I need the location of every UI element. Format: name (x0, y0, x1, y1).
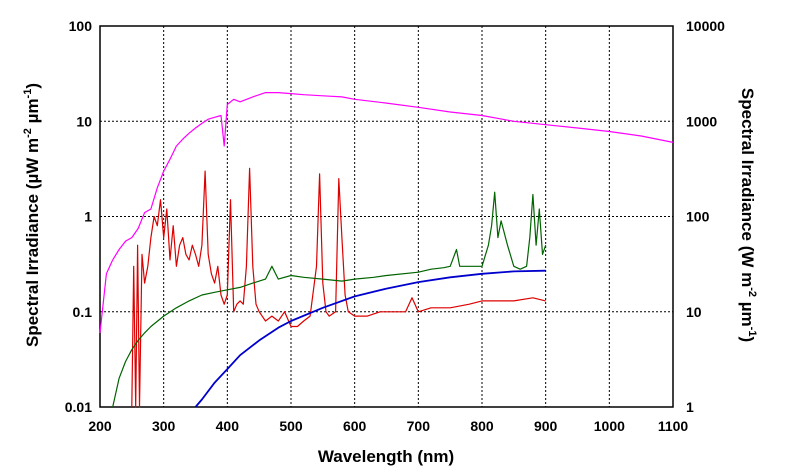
x-tick-label: 700 (407, 418, 431, 434)
series-line-4 (194, 269, 546, 408)
left-y-tick-labels: 0.01 0.1 1 10 100 (65, 18, 92, 415)
series-line-3 (112, 191, 547, 408)
left-y-tick-label: 100 (69, 18, 93, 34)
right-y-tick-label: 1 (686, 399, 694, 415)
x-tick-label: 1000 (594, 418, 625, 434)
left-y-tick-label: 0.01 (65, 399, 92, 415)
x-tick-label: 600 (343, 418, 367, 434)
series-line-1 (99, 92, 674, 333)
x-tick-label: 300 (152, 418, 176, 434)
right-y-axis-label: Spectral Irradiance (W m-2 µm-1) (738, 88, 758, 342)
x-tick-label: 1100 (658, 418, 689, 434)
left-y-axis-label: Spectral Irradiance (µW m-2 µm-1) (22, 83, 42, 347)
left-y-tick-label: 0.1 (73, 304, 93, 320)
x-tick-label: 500 (279, 418, 303, 434)
x-tick-labels: 200 300 400 500 600 700 800 900 1000 1100 (88, 418, 688, 434)
series-group (99, 92, 674, 408)
x-tick-label: 800 (470, 418, 494, 434)
x-axis-label: Wavelength (nm) (318, 447, 454, 466)
x-tick-label: 900 (534, 418, 558, 434)
series-line-2 (131, 167, 546, 408)
right-y-tick-label: 10000 (686, 18, 725, 34)
plot-frame (99, 25, 674, 408)
right-y-tick-label: 1000 (686, 113, 717, 129)
x-tick-label: 200 (88, 418, 112, 434)
right-y-tick-label: 100 (686, 209, 710, 225)
right-y-tick-labels: 1 10 100 1000 10000 (686, 18, 725, 415)
left-y-tick-label: 10 (76, 113, 92, 129)
left-y-tick-label: 1 (84, 209, 92, 225)
x-tick-label: 400 (216, 418, 240, 434)
grid-lines (100, 26, 673, 407)
right-y-tick-label: 10 (686, 304, 702, 320)
